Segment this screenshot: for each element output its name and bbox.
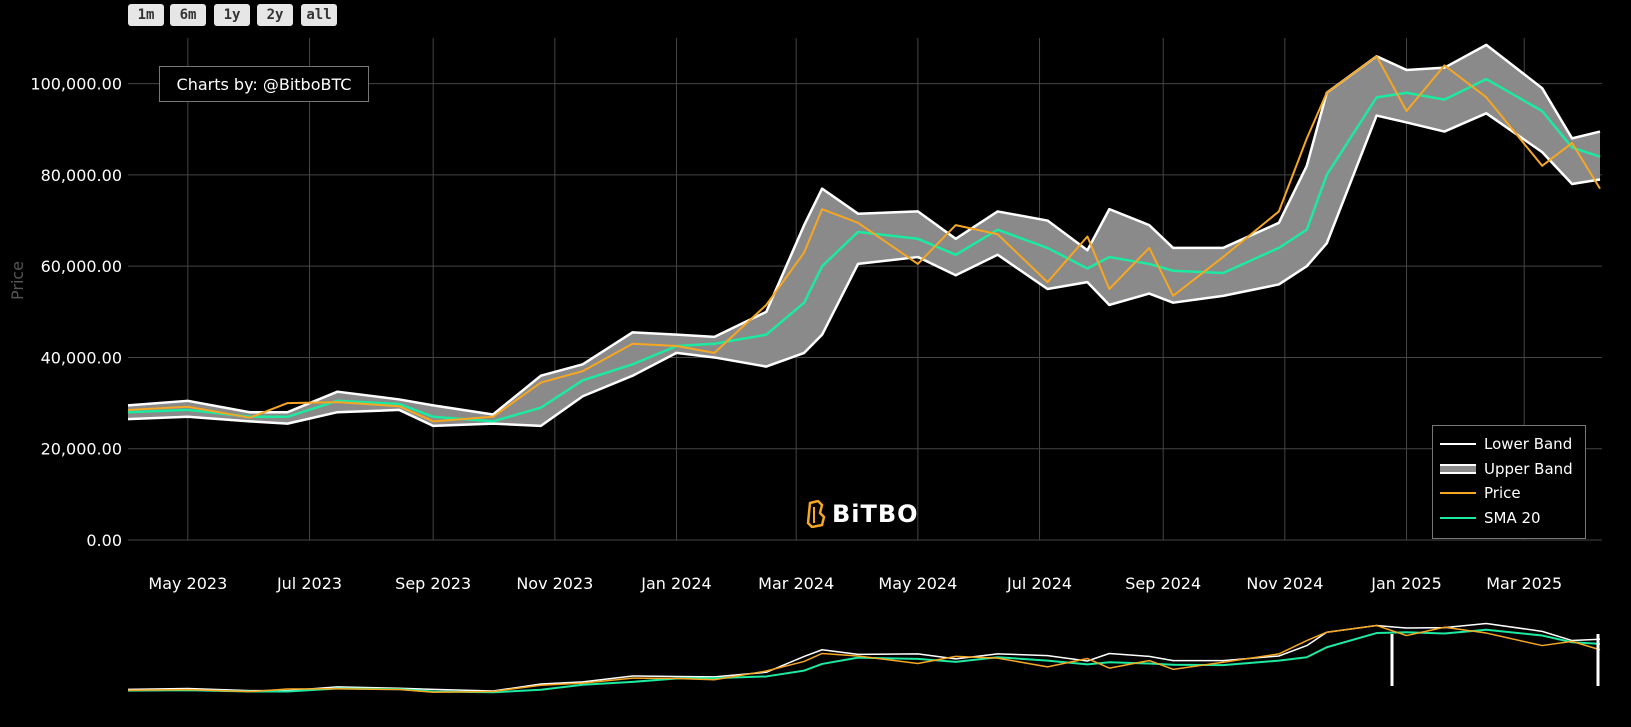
y-tick-label: 40,000.00 — [41, 348, 122, 367]
range-button-all[interactable]: all — [301, 4, 337, 26]
x-tick-label: Sep 2024 — [1125, 574, 1201, 593]
range-button-1m[interactable]: 1m — [128, 4, 164, 26]
legend-item-sma-20[interactable]: SMA 20 — [1440, 506, 1585, 531]
x-tick-label: Mar 2024 — [758, 574, 834, 593]
bitbo-logo-icon — [806, 500, 826, 528]
legend-swatch-icon — [1440, 516, 1476, 519]
legend-label: Lower Band — [1484, 435, 1573, 454]
y-tick-label: 80,000.00 — [41, 166, 122, 185]
upper-band-line — [127, 43, 1601, 416]
x-tick-label: Jul 2023 — [276, 574, 342, 593]
legend-item-upper-band[interactable]: Upper Band — [1440, 457, 1585, 482]
grid — [128, 38, 1602, 541]
y-tick-label: 0.00 — [86, 531, 122, 550]
bollinger-band — [128, 44, 1601, 426]
legend-swatch-icon — [1440, 443, 1476, 446]
legend-label: Price — [1484, 484, 1521, 503]
x-tick-label: Jul 2024 — [1006, 574, 1072, 593]
y-tick-label: 60,000.00 — [41, 257, 122, 276]
x-tick-label: Sep 2023 — [395, 574, 471, 593]
mini-handle-left[interactable] — [1390, 634, 1394, 686]
mini-upper-band — [127, 622, 1601, 692]
bitbo-wordmark: BiTBO — [832, 500, 919, 528]
bitbo-watermark: BiTBO — [806, 500, 919, 528]
lower-band-line — [127, 112, 1601, 428]
price-line — [127, 55, 1601, 423]
legend-label: Upper Band — [1484, 459, 1573, 478]
range-slider[interactable] — [127, 622, 1601, 694]
x-tick-label: Jan 2025 — [1370, 574, 1441, 593]
x-tick-label: Nov 2024 — [1246, 574, 1323, 593]
y-axis-title: Price — [8, 260, 27, 300]
x-tick-label: Nov 2023 — [516, 574, 593, 593]
band-fill — [128, 44, 1601, 426]
x-tick-label: May 2024 — [878, 574, 957, 593]
range-button-6m[interactable]: 6m — [170, 4, 206, 26]
legend-swatch-icon — [1440, 492, 1476, 495]
y-tick-label: 20,000.00 — [41, 440, 122, 459]
range-button-1y[interactable]: 1y — [214, 4, 250, 26]
range-button-2y[interactable]: 2y — [257, 4, 293, 26]
legend-item-lower-band[interactable]: Lower Band — [1440, 432, 1585, 457]
x-tick-label: Mar 2025 — [1486, 574, 1562, 593]
x-tick-label: Jan 2024 — [640, 574, 711, 593]
legend-swatch-icon — [1440, 463, 1476, 474]
mini-price-line — [127, 624, 1601, 694]
chart-credit: Charts by: @BitboBTC — [159, 66, 369, 102]
legend: Lower Band Upper Band Price SMA 20 — [1432, 425, 1586, 539]
legend-label: SMA 20 — [1484, 508, 1541, 527]
legend-item-price[interactable]: Price — [1440, 481, 1585, 506]
x-tick-label: May 2023 — [148, 574, 227, 593]
x-axis: May 2023 Jul 2023 Sep 2023 Nov 2023 Jan 2024… — [148, 574, 1562, 593]
mini-sma-line — [127, 628, 1601, 694]
y-tick-label: 100,000.00 — [30, 75, 122, 94]
sma-20-line — [127, 77, 1601, 423]
mini-handle-right[interactable] — [1596, 634, 1600, 686]
series-lines — [127, 43, 1601, 428]
y-axis: 0.00 20,000.00 40,000.00 60,000.00 80,000.00… — [30, 75, 122, 550]
